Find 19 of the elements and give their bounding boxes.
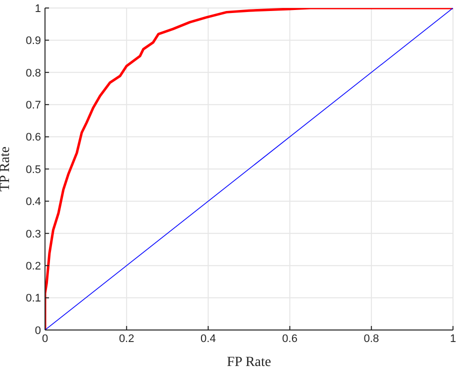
- y-tick-label: 0.1: [26, 292, 41, 305]
- x-axis-title: FP Rate: [226, 355, 272, 368]
- x-tick-label: 1: [450, 332, 456, 345]
- line-series: [45, 8, 453, 330]
- y-tick-label: 1: [34, 2, 41, 15]
- y-tick-label: 0.9: [26, 35, 41, 48]
- y-tick-label: 0: [34, 324, 41, 337]
- x-tick-label: 0.4: [200, 332, 216, 345]
- y-tick-label: 0.4: [26, 196, 41, 208]
- y-tick-label: 0.7: [26, 100, 41, 112]
- y-tick-label: 0.3: [26, 228, 41, 240]
- x-tick-label: 0.8: [364, 332, 380, 345]
- y-tick-label: 0.8: [26, 67, 41, 80]
- x-tick-label: 0.2: [118, 332, 134, 345]
- y-tick-label: 0.2: [26, 260, 41, 273]
- y-axis-title: TP Rate: [0, 146, 13, 192]
- x-tick-label: 0.6: [282, 332, 298, 345]
- y-tick-label: 0.5: [26, 164, 41, 176]
- y-tick-label: 0.6: [26, 132, 41, 144]
